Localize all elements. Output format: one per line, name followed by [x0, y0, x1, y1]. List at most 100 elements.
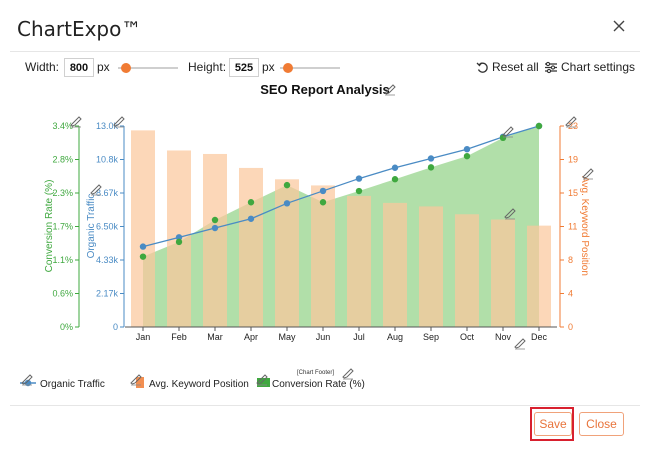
keyword-axis-tick-label: 11 — [568, 222, 577, 232]
conversion-point — [211, 216, 219, 224]
traffic-point — [175, 234, 183, 241]
header-divider — [10, 51, 640, 52]
traffic-point — [391, 164, 399, 171]
width-slider-track[interactable] — [118, 67, 178, 69]
legend-conversion-marker — [257, 378, 270, 387]
width-unit: px — [97, 60, 110, 74]
keyword-bar — [311, 185, 335, 327]
traffic-point — [463, 145, 471, 153]
reset-all-label: Reset all — [492, 60, 539, 74]
edit-conversion-axis-pencil-icon[interactable] — [70, 116, 82, 128]
conversion-point — [427, 164, 435, 171]
edit-x-axis-pencil-icon[interactable] — [514, 338, 526, 350]
width-slider-thumb[interactable] — [121, 63, 131, 73]
x-axis-tick-label: Feb — [171, 332, 187, 342]
close-button[interactable]: Close — [579, 412, 624, 436]
legend-traffic-marker — [24, 379, 32, 387]
x-axis-tick-label: Dec — [531, 332, 548, 342]
keyword-axis-tick-label: 19 — [568, 155, 578, 165]
traffic-axis-tick-label: 13.0k — [96, 121, 119, 131]
traffic-point — [247, 215, 255, 222]
height-input[interactable] — [229, 58, 259, 77]
chart-title: SEO Report Analysis — [260, 82, 390, 97]
size-toolbar: Width: px Height: px Reset all Chart set… — [0, 55, 650, 79]
edit-traffic-title-pencil-icon[interactable] — [90, 184, 102, 196]
x-axis-tick-label: Oct — [460, 332, 475, 342]
x-axis-tick-label: Aug — [387, 332, 403, 342]
traffic-axis-tick-label: 6.50k — [96, 222, 119, 232]
traffic-point — [139, 243, 147, 250]
conversion-axis-tick-label: 2.8% — [52, 155, 73, 165]
x-axis-tick-label: Apr — [244, 332, 258, 342]
keyword-axis-tick-label: 8 — [568, 255, 573, 265]
keyword-bar — [239, 167, 263, 327]
conversion-axis-tick-label: 1.1% — [52, 255, 73, 265]
traffic-axis-tick-label: 2.17k — [96, 289, 119, 299]
reset-icon — [476, 61, 488, 73]
traffic-point — [355, 175, 363, 182]
conversion-point — [463, 152, 471, 160]
legend-traffic-label: Organic Traffic — [40, 379, 105, 390]
keyword-bar — [347, 195, 371, 327]
footer-divider — [10, 405, 640, 406]
traffic-point — [319, 187, 327, 195]
conversion-point — [247, 199, 255, 206]
dialog-header: ChartExpo™ — [0, 0, 650, 52]
close-icon[interactable] — [610, 17, 628, 35]
save-highlight-box — [530, 407, 574, 441]
height-slider-track[interactable] — [280, 67, 340, 69]
edit-keyword-axis-pencil-icon[interactable] — [565, 116, 577, 128]
legend-keyword-label: Avg. Keyword Position — [149, 379, 249, 390]
keyword-bar — [131, 130, 155, 327]
x-axis-tick-label: May — [278, 332, 296, 342]
conversion-area — [143, 126, 539, 327]
edit-keyword-series-pencil-icon[interactable] — [504, 208, 516, 220]
height-label: Height: — [188, 60, 227, 74]
conversion-axis-tick-label: 2.3% — [52, 188, 73, 198]
conversion-point — [319, 199, 327, 206]
edit-legend-traffic-pencil-icon[interactable] — [21, 374, 33, 386]
keyword-bar — [491, 219, 515, 327]
width-input[interactable] — [64, 58, 94, 77]
conversion-axis-tick-label: 0% — [60, 322, 73, 332]
traffic-axis-tick-label: 4.33k — [96, 255, 119, 265]
traffic-axis-tick-label: 8.67k — [96, 188, 119, 198]
sliders-icon — [545, 61, 557, 73]
conversion-axis-tick-label: 1.7% — [52, 222, 73, 232]
edit-traffic-axis-pencil-icon[interactable] — [113, 116, 125, 128]
conversion-axis-title: Conversion Rate (%) — [44, 180, 55, 273]
app-title: ChartExpo™ — [17, 17, 142, 41]
chart-footer-note: [Chart Footer] — [297, 370, 334, 376]
conversion-point — [283, 181, 291, 189]
keyword-bar — [455, 214, 479, 327]
traffic-axis-title: Organic Traffic — [86, 194, 97, 259]
traffic-point — [211, 224, 219, 232]
edit-traffic-series-pencil-icon[interactable] — [502, 126, 514, 138]
width-label: Width: — [25, 60, 60, 74]
edit-legend-conversion-pencil-icon[interactable] — [256, 374, 268, 386]
edit-title-pencil-icon[interactable] — [384, 84, 396, 96]
chart-canvas: SEO Report Analysis 0% 0.6% 1.1% 1.7% 2.3% 2.8… — [20, 82, 594, 390]
traffic-line — [142, 125, 540, 248]
traffic-axis-tick-label: 0 — [113, 322, 118, 332]
conversion-point — [139, 253, 147, 260]
edit-footer-pencil-icon[interactable] — [342, 368, 354, 380]
traffic-point — [283, 200, 291, 207]
edit-keyword-title-pencil-icon[interactable] — [582, 168, 594, 180]
keyword-axis-tick-label: 4 — [568, 289, 573, 299]
save-button[interactable]: Save — [534, 412, 572, 436]
conversion-point — [355, 187, 363, 195]
keyword-bar — [527, 225, 551, 327]
keyword-axis-tick-label: 0 — [568, 322, 573, 332]
keyword-axis-title: Avg. Keyword Position — [579, 176, 590, 276]
reset-all-button[interactable]: Reset all — [476, 58, 539, 76]
edit-legend-keyword-pencil-icon[interactable] — [130, 374, 142, 386]
keyword-bar — [203, 153, 227, 327]
x-axis-tick-label: Nov — [495, 332, 512, 342]
legend-keyword-marker — [136, 377, 144, 388]
x-axis-tick-label: Jan — [136, 332, 151, 342]
conversion-point — [535, 122, 543, 130]
chart-settings-button[interactable]: Chart settings — [544, 58, 635, 76]
chart-settings-label: Chart settings — [561, 60, 636, 74]
height-slider-thumb[interactable] — [283, 63, 293, 73]
